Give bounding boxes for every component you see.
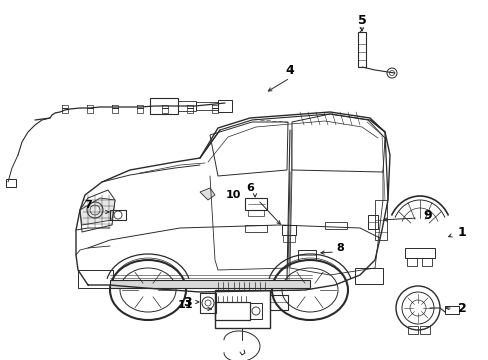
Text: 11: 11 (177, 300, 192, 310)
Polygon shape (80, 198, 115, 225)
Text: 8: 8 (335, 243, 343, 253)
Polygon shape (200, 188, 215, 200)
Text: 3: 3 (183, 296, 192, 309)
Text: 2: 2 (457, 302, 466, 315)
Text: 4: 4 (285, 63, 294, 77)
Text: 5: 5 (357, 14, 366, 27)
Polygon shape (110, 280, 309, 288)
Text: 7: 7 (84, 200, 92, 210)
Text: 9: 9 (423, 208, 431, 221)
Text: 6: 6 (245, 183, 253, 193)
Text: 10: 10 (225, 190, 240, 200)
Text: 1: 1 (457, 225, 466, 239)
